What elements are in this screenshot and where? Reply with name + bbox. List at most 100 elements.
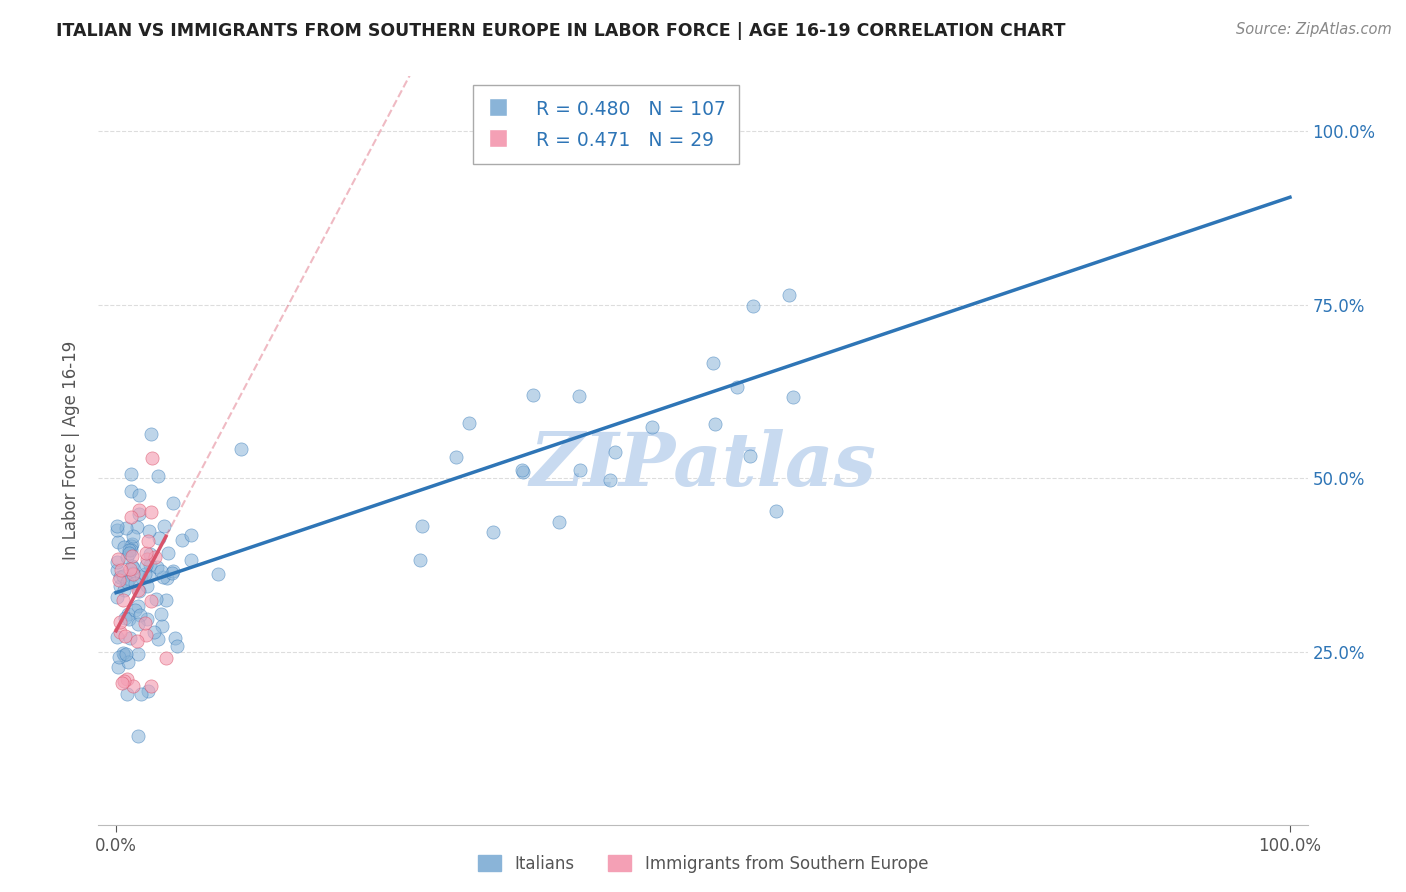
Point [127,599,149,613]
Point [112,593,135,607]
Point [136,684,159,698]
Point [115,575,138,590]
Point [702,356,724,370]
Legend: Italians, Immigrants from Southern Europe: Italians, Immigrants from Southern Europ… [471,848,935,880]
Point [122,679,145,693]
Point [121,558,143,573]
Point [155,592,177,607]
Point [114,629,136,643]
Point [599,473,621,487]
Point [136,612,159,626]
Point [117,607,139,622]
Point [166,639,188,653]
Point [160,566,183,581]
Point [118,562,141,576]
Point [118,572,141,586]
Point [108,625,131,640]
Point [112,673,135,688]
Point [122,528,145,542]
Point [162,496,184,510]
Point [111,569,134,583]
Point [444,450,467,464]
Point [120,543,142,558]
Point [122,567,145,582]
Point [148,531,170,545]
Point [411,519,433,533]
Text: ITALIAN VS IMMIGRANTS FROM SOUTHERN EUROPE IN LABOR FORCE | AGE 16-19 CORRELATIO: ITALIAN VS IMMIGRANTS FROM SOUTHERN EURO… [56,22,1066,40]
Text: ZIPatlas: ZIPatlas [530,429,876,501]
Point [105,518,128,533]
Point [124,575,146,590]
Point [141,593,163,607]
Point [112,648,135,662]
Point [138,524,160,538]
Point [149,564,172,578]
Point [107,660,129,674]
Point [129,570,152,584]
Point [120,539,142,553]
Point [105,555,128,569]
Point [458,417,481,431]
Point [128,503,150,517]
Point [136,552,159,566]
Point [120,467,142,482]
Point [741,299,763,313]
Point [105,590,128,604]
Point [135,628,157,642]
Point [122,561,145,575]
Point [117,672,139,686]
Point [129,608,152,623]
Point [110,579,132,593]
Point [127,729,149,743]
Point [110,615,132,629]
Point [163,631,186,645]
Point [128,507,150,521]
Point [124,603,146,617]
Point [115,647,138,661]
Point [118,612,141,626]
Point [107,551,129,566]
Point [207,567,229,582]
Point [127,647,149,661]
Point [121,537,143,551]
Point [157,546,180,560]
Point [135,558,157,573]
Point [548,516,571,530]
Point [704,417,727,431]
Point [156,571,179,585]
Point [125,520,148,534]
Point [153,519,176,533]
Point [122,566,145,580]
Point [139,679,162,693]
Point [135,546,157,560]
Point [765,504,787,518]
Point [139,426,162,441]
Point [112,583,135,598]
Y-axis label: In Labor Force | Age 16-19: In Labor Force | Age 16-19 [62,341,80,560]
Point [118,546,141,560]
Point [152,570,174,584]
Point [105,631,128,645]
Point [143,550,166,565]
Point [641,419,664,434]
Point [121,549,143,563]
Point [150,619,173,633]
Point [129,687,152,701]
Text: Source: ZipAtlas.com: Source: ZipAtlas.com [1236,22,1392,37]
Point [141,504,163,518]
Point [143,624,166,639]
Point [120,509,142,524]
Legend:   R = 0.480   N = 107,   R = 0.471   N = 29: R = 0.480 N = 107, R = 0.471 N = 29 [474,86,740,164]
Point [110,562,132,576]
Point [111,676,134,690]
Point [149,607,172,621]
Point [146,469,169,483]
Point [115,687,138,701]
Point [145,560,167,574]
Point [603,445,626,459]
Point [136,533,159,548]
Point [128,583,150,598]
Point [141,450,163,465]
Point [229,442,252,456]
Point [409,553,432,567]
